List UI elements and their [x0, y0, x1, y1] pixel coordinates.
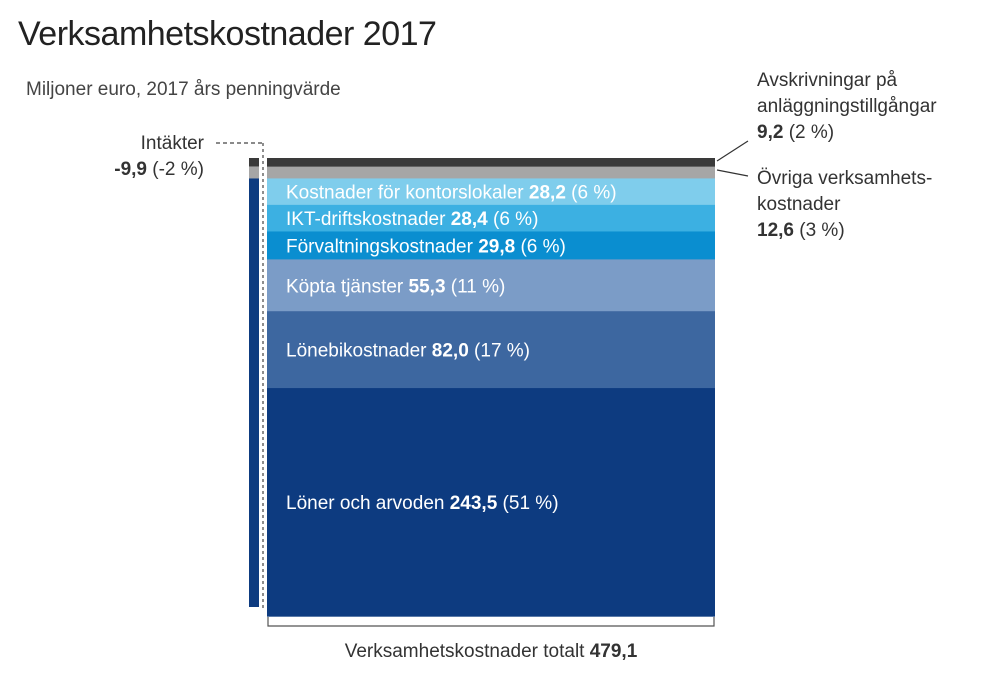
- segment-label-lonebikostnader: Lönebikostnader 82,0 (17 %): [286, 341, 530, 362]
- income-bar: [249, 143, 264, 610]
- segment-name: Löner och arvoden: [286, 493, 450, 514]
- other-costs-value: 12,6: [757, 220, 794, 241]
- annotations: Intäkter -9,9 (-2 %) Avskrivningar på anläg…: [114, 70, 937, 662]
- other-costs-label-line: kostnader: [757, 194, 841, 215]
- segment-share: (17 %): [469, 341, 530, 362]
- income-segment-blue: [249, 178, 259, 607]
- segment-share: (11 %): [446, 276, 506, 297]
- segment-name: Förvaltningskostnader: [286, 236, 478, 257]
- segment-label-ikt-driftskostnader: IKT-driftskostnader 28,4 (6 %): [286, 209, 538, 230]
- total-bracket: [267, 617, 715, 627]
- income-value-label: -9,9 (-2 %): [114, 159, 204, 180]
- total-value: 479,1: [590, 641, 638, 662]
- other-costs-leader-line: [716, 169, 749, 177]
- segment-name: Köpta tjänster: [286, 276, 409, 297]
- income-segment-dark: [249, 158, 259, 167]
- chart-title: Verksamhetskostnader 2017: [18, 15, 436, 53]
- segment-share: (51 %): [497, 493, 558, 514]
- segment-forvaltningskostnader: [267, 231, 715, 260]
- segment-value: 82,0: [432, 341, 469, 362]
- segment-value: 29,8: [478, 236, 515, 257]
- segment-value: 243,5: [450, 493, 498, 514]
- other-costs-share: (3 %): [794, 220, 845, 241]
- segment-kopta-tjanster: [267, 259, 715, 312]
- segment-share: (6 %): [566, 183, 617, 204]
- segment-value: 55,3: [409, 276, 446, 297]
- income-share: (-2 %): [147, 159, 204, 180]
- segment-share: (6 %): [488, 209, 539, 230]
- income-segment-gray: [249, 166, 259, 179]
- segment-ikt-driftskostnader: [267, 204, 715, 232]
- segment-ovriga-verksamhetskostnader: [267, 166, 715, 179]
- segment-name: Kostnader för kontorslokaler: [286, 183, 529, 204]
- segment-value: 28,4: [451, 209, 488, 230]
- other-costs-value-label: 12,6 (3 %): [757, 220, 845, 241]
- segment-label-kopta-tjanster: Köpta tjänster 55,3 (11 %): [286, 276, 505, 297]
- segment-kostnader-for-kontorslokaler: [267, 178, 715, 206]
- segment-value: 28,2: [529, 183, 566, 204]
- depreciation-value-label: 9,2 (2 %): [757, 122, 834, 143]
- depreciation-share: (2 %): [783, 122, 834, 143]
- segment-share: (6 %): [515, 236, 566, 257]
- segment-label-forvaltningskostnader: Förvaltningskostnader 29,8 (6 %): [286, 236, 566, 257]
- segment-lonebikostnader: [267, 311, 715, 389]
- segment-loner-och-arvoden: [267, 388, 715, 617]
- cost-stacked-bar: Kostnader för kontorslokaler 28,2 (6 %)I…: [267, 158, 715, 617]
- segment-label-kostnader-for-kontorslokaler: Kostnader för kontorslokaler 28,2 (6 %): [286, 183, 617, 204]
- depreciation-label-line: anläggningstillgångar: [757, 96, 937, 117]
- income-label: Intäkter: [141, 133, 205, 154]
- total-label-text: Verksamhetskostnader totalt: [345, 641, 590, 662]
- chart-subtitle: Miljoner euro, 2017 års penningvärde: [26, 79, 341, 100]
- segment-name: IKT-driftskostnader: [286, 209, 451, 230]
- depreciation-value: 9,2: [757, 122, 783, 143]
- segment-name: Lönebikostnader: [286, 341, 432, 362]
- other-costs-label-line: Övriga verksamhets-: [757, 168, 932, 189]
- income-value: -9,9: [114, 159, 147, 180]
- segment-avskrivningar-pa-anlaggningstillgangar: [267, 158, 715, 168]
- depreciation-label-line: Avskrivningar på: [757, 70, 898, 91]
- depreciation-leader-line: [716, 140, 749, 162]
- segment-label-loner-och-arvoden: Löner och arvoden 243,5 (51 %): [286, 493, 559, 514]
- total-label: Verksamhetskostnader totalt 479,1: [345, 641, 638, 662]
